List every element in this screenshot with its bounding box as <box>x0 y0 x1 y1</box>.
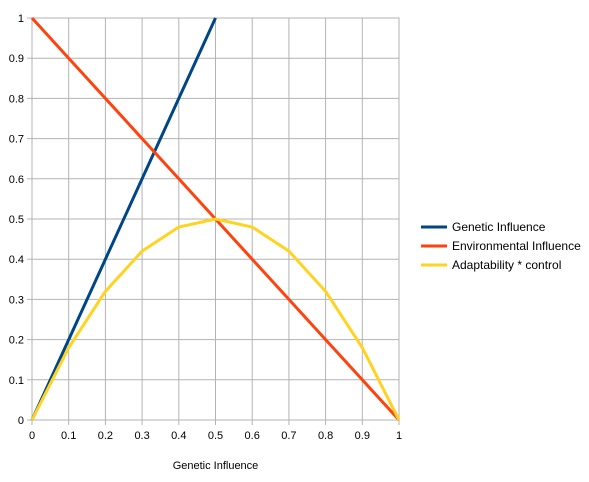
x-tick-label: 0.6 <box>245 430 260 442</box>
y-tick-label: 0.9 <box>9 53 24 65</box>
legend-label: Genetic Influence <box>452 220 546 234</box>
x-tick-label: 0.3 <box>134 430 149 442</box>
y-tick-label: 0.5 <box>9 214 24 226</box>
y-tick-label: 0.7 <box>9 134 24 146</box>
y-tick-label: 0 <box>18 415 24 427</box>
axes <box>27 17 400 425</box>
y-tick-label: 0.8 <box>9 93 24 105</box>
y-tick-label: 0.4 <box>9 254 24 266</box>
y-tick-label: 0.6 <box>9 174 24 186</box>
x-tick-label: 1 <box>396 430 402 442</box>
series-lines <box>30 16 401 422</box>
series-line-adaptability-control <box>30 217 401 421</box>
series-line-genetic-influence <box>30 17 217 421</box>
x-axis-title: Genetic Influence <box>173 460 259 472</box>
legend-label: Adaptability * control <box>452 258 561 272</box>
legend: Genetic Influence Environmental Influence… <box>421 220 581 272</box>
x-tick-label: 0 <box>29 430 35 442</box>
x-tick-label: 0.1 <box>61 430 76 442</box>
x-tick-label: 0.2 <box>98 430 113 442</box>
y-tick-label: 0.1 <box>9 375 24 387</box>
legend-label: Environmental Influence <box>452 239 581 253</box>
tick-labels: 0 0.1 0.2 0.3 0.4 0.5 0.6 0.7 0.8 0.9 1 0 0.1 0.2 0.3 0… <box>9 13 402 442</box>
y-tick-label: 1 <box>18 13 24 25</box>
y-tick-label: 0.3 <box>9 294 24 306</box>
x-tick-label: 0.5 <box>208 430 223 442</box>
x-tick-label: 0.9 <box>355 430 370 442</box>
x-tick-label: 0.4 <box>171 430 186 442</box>
y-tick-label: 0.2 <box>9 335 24 347</box>
x-tick-label: 0.7 <box>281 430 296 442</box>
x-tick-label: 0.8 <box>318 430 333 442</box>
